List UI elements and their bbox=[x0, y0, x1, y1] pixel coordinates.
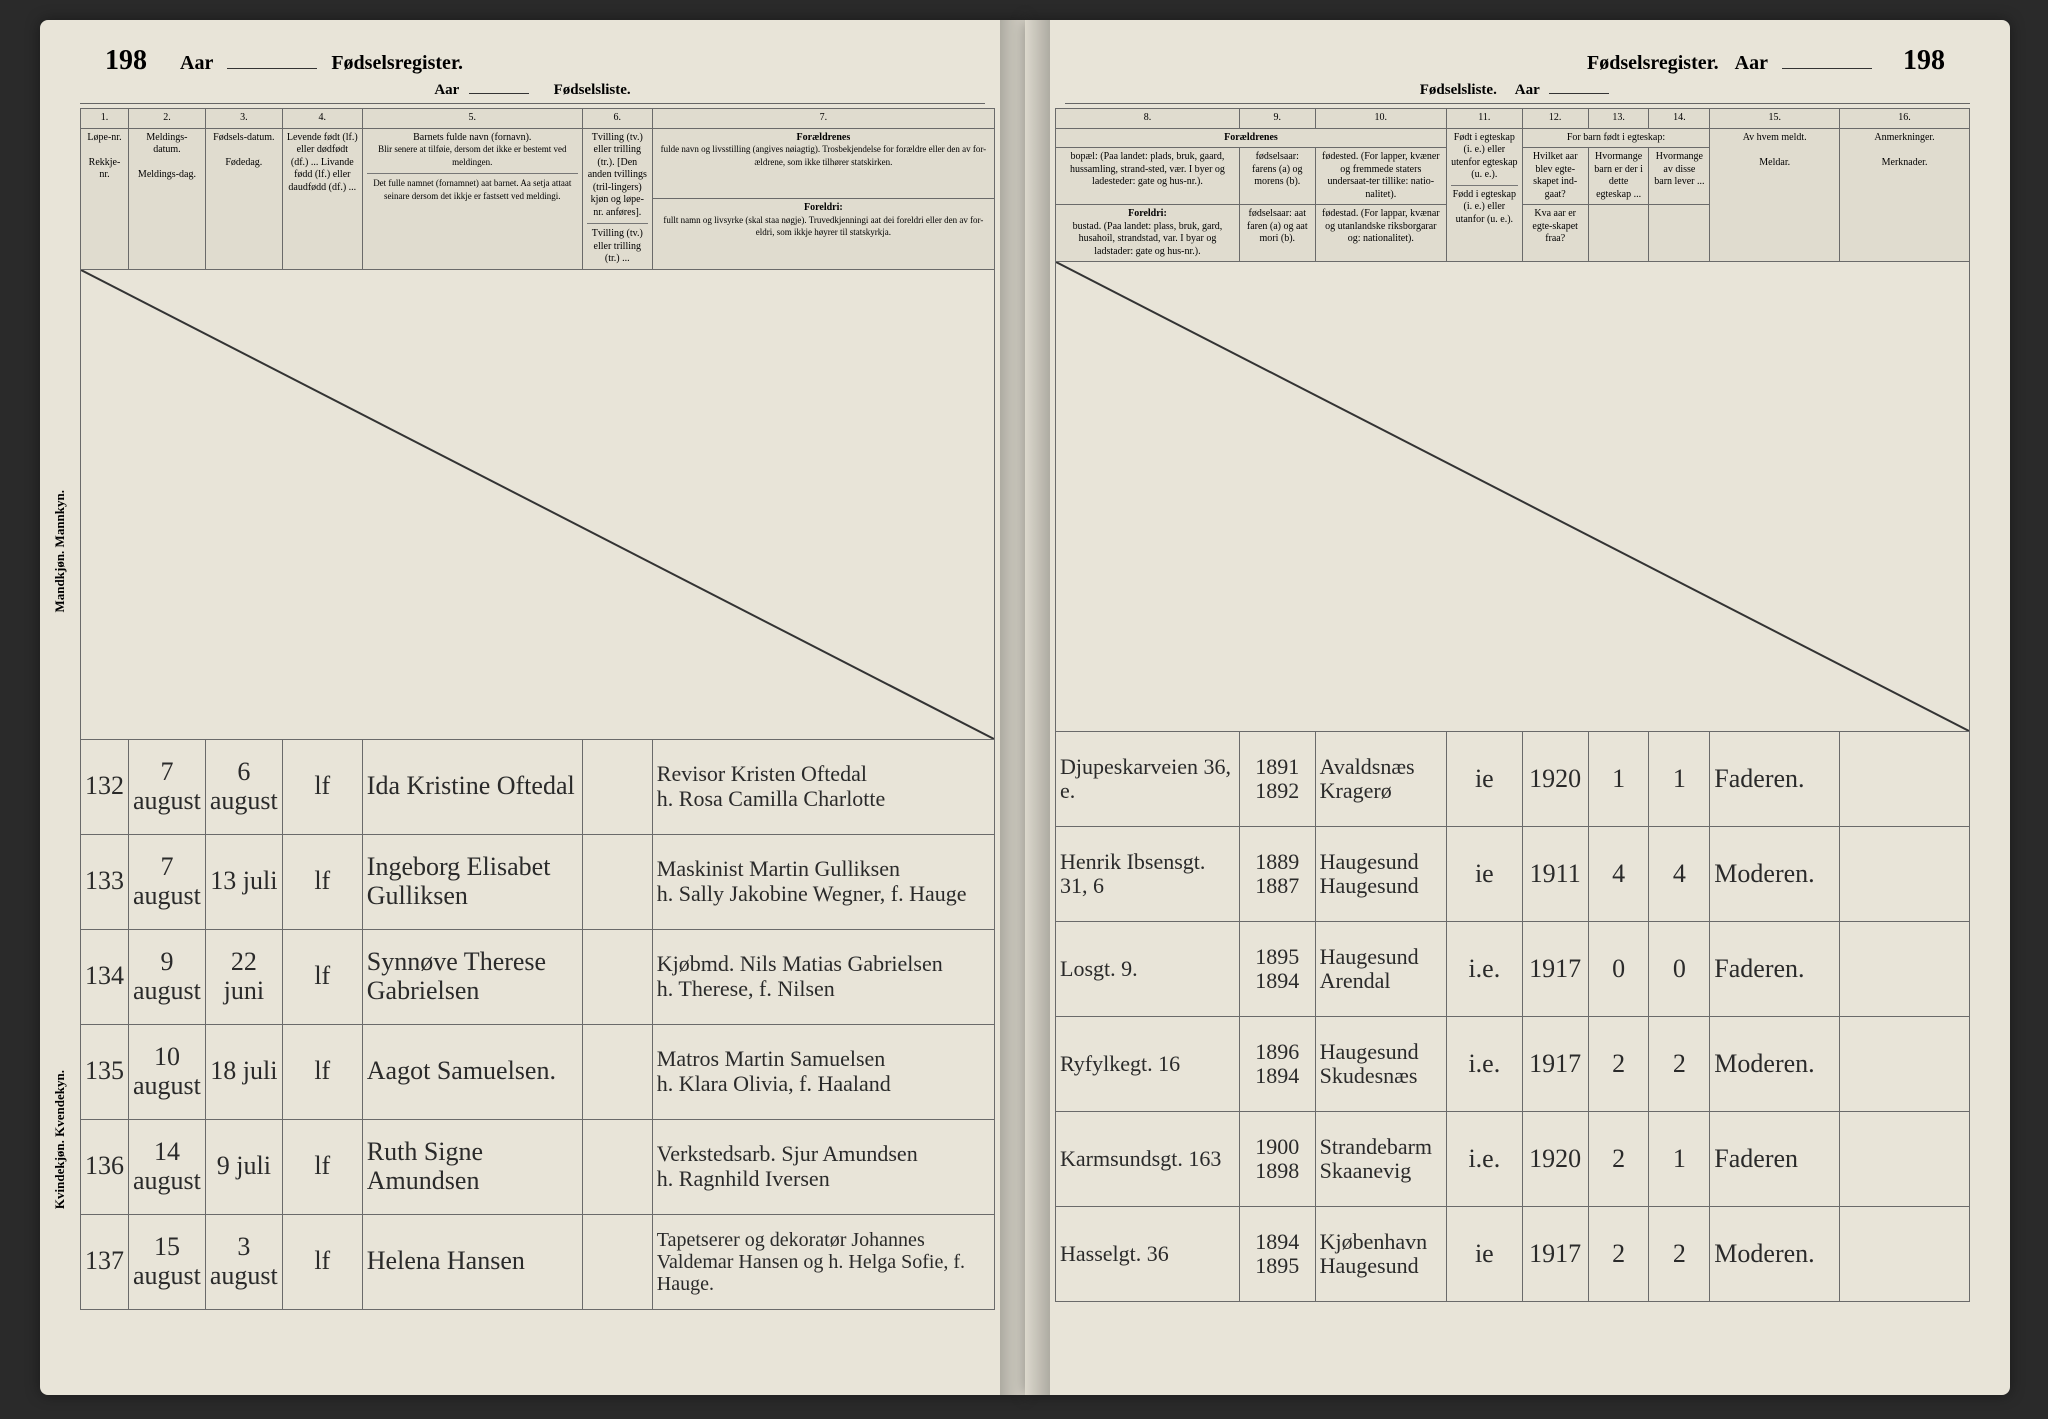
col-1: 1. bbox=[81, 109, 129, 129]
subtitle-text: Fødselsliste. bbox=[554, 82, 631, 98]
table-row: 136 14 august 9 juli lf Ruth Signe Amund… bbox=[81, 1119, 995, 1214]
table-row: 135 10 august 18 juli lf Aagot Samuelsen… bbox=[81, 1024, 995, 1119]
h-name: Barnets fulde navn (fornavn). Blir sener… bbox=[362, 128, 582, 269]
diagonal-empty-right bbox=[1056, 262, 1970, 732]
table-row: 133 7 august 13 juli lf Ingeborg Elisabe… bbox=[81, 834, 995, 929]
side-label-female: Kvindekjøn. Kvendekyn. bbox=[52, 1070, 68, 1209]
table-row: Djupeskarveien 36, e. 1891 1892 Avaldsnæ… bbox=[1056, 732, 1970, 827]
register-table-right: 8. 9. 10. 11. 12. 13. 14. 15. 16. Foræld… bbox=[1055, 108, 1970, 1302]
table-row: 134 9 august 22 juni lf Synnøve Therese … bbox=[81, 929, 995, 1024]
table-row: 132 7 august 6 august lf Ida Kristine Of… bbox=[81, 739, 995, 834]
h-tvilling: Tvilling (tv.) eller trilling (tr.). [De… bbox=[582, 128, 652, 269]
title-left: Fødselsregister. bbox=[331, 52, 463, 75]
diagonal-empty-left bbox=[81, 269, 995, 739]
h-sted: fødested. (For lapper, kvæner og fremmed… bbox=[1315, 148, 1446, 205]
h-egt: Hvilket aar blev egte-skapet ind-gaat? bbox=[1522, 148, 1588, 205]
cell-parents: Revisor Kristen Oftedal h. Rosa Camilla … bbox=[652, 739, 994, 834]
page-header-right: Fødselsregister. Aar 198 bbox=[1025, 20, 2010, 82]
register-table-left: 1. 2. 3. 4. 5. 6. 7. Løpe-nr. Rekkje-nr.… bbox=[80, 108, 995, 1310]
table-row: Hasselgt. 36 1894 1895 Kjøbenhavn Hauges… bbox=[1056, 1207, 1970, 1302]
cell-name: Ida Kristine Oftedal bbox=[362, 739, 582, 834]
sec-born: For barn født i egteskap: bbox=[1522, 128, 1710, 148]
h-b2: Hvormange av disse barn lever ... bbox=[1649, 148, 1710, 205]
h-lf: Levende født (lf.) eller dødfødt (df.) .… bbox=[282, 128, 362, 269]
col-3: 3. bbox=[205, 109, 282, 129]
left-page: Mandkjøn. Mannkyn. Kvindekjøn. Kvendekyn… bbox=[40, 20, 1025, 1395]
col-6: 6. bbox=[582, 109, 652, 129]
h-fodsel: Fødsels-datum. Fødedag. bbox=[205, 128, 282, 269]
cell-tv bbox=[582, 739, 652, 834]
aar-blank bbox=[227, 68, 317, 69]
right-page: Fødselsregister. Aar 198 Fødselsliste. A… bbox=[1025, 20, 2010, 1395]
h-parents-title2: Foreldri: fullt namn og livsyrke (skal s… bbox=[652, 199, 994, 270]
cell-lf: lf bbox=[282, 739, 362, 834]
sec-parents: Forældrenes bbox=[1056, 128, 1447, 148]
col-7: 7. bbox=[652, 109, 994, 129]
subtitle-left: Aar Fødselsliste. bbox=[80, 82, 985, 104]
col-5: 5. bbox=[362, 109, 582, 129]
h-b1: Hvormange barn er der i dette egteskap .… bbox=[1588, 148, 1649, 205]
h-melding: Meldings-datum. Meldings-dag. bbox=[129, 128, 206, 269]
cell-fod: 6 august bbox=[205, 739, 282, 834]
h-parents-title: Forældrenes fulde navn og livsstilling (… bbox=[652, 128, 994, 199]
page-number-right: 198 bbox=[1903, 45, 1945, 77]
aar-label: Aar bbox=[180, 52, 213, 75]
spine-shadow-right bbox=[1025, 20, 1050, 1395]
page-number-left: 198 bbox=[105, 45, 147, 77]
cell-nr: 132 bbox=[81, 739, 129, 834]
table-row: Karmsundsgt. 163 1900 1898 Strandebarm S… bbox=[1056, 1112, 1970, 1207]
col-2: 2. bbox=[129, 109, 206, 129]
h-bopael: bopæl: (Paa landet: plads, bruk, gaard, … bbox=[1056, 148, 1240, 205]
h-anm: Anmerkninger. Merknader. bbox=[1840, 128, 1970, 262]
aar-label-2: Aar bbox=[434, 82, 459, 98]
title-right: Fødselsregister. bbox=[1587, 52, 1719, 75]
cell-meld: 7 august bbox=[129, 739, 206, 834]
subtitle-right: Fødselsliste. Aar bbox=[1065, 82, 1970, 104]
book-spread: Mandkjøn. Mannkyn. Kvindekjøn. Kvendekyn… bbox=[0, 0, 2048, 1419]
page-header-left: 198 Aar Fødselsregister. bbox=[40, 20, 1025, 82]
table-row: Henrik Ibsensgt. 31, 6 1889 1887 Haugesu… bbox=[1056, 827, 1970, 922]
h-ie: Født i egteskap (i. e.) eller utenfor eg… bbox=[1446, 128, 1522, 262]
table-row: Losgt. 9. 1895 1894 Haugesund Arendal i.… bbox=[1056, 922, 1970, 1017]
table-row: Ryfylkegt. 16 1896 1894 Haugesund Skudes… bbox=[1056, 1017, 1970, 1112]
table-row: 137 15 august 3 august lf Helena Hansen … bbox=[81, 1214, 995, 1309]
spine-shadow bbox=[1000, 20, 1025, 1395]
side-label-male: Mandkjøn. Mannkyn. bbox=[52, 490, 68, 612]
h-loepenr: Løpe-nr. Rekkje-nr. bbox=[81, 128, 129, 269]
col-4: 4. bbox=[282, 109, 362, 129]
h-bopael-b: Foreldri: bustad. (Paa landet: plass, br… bbox=[1056, 205, 1240, 262]
aar-label-r: Aar bbox=[1735, 52, 1768, 75]
h-aar: fødselsaar: farens (a) og morens (b). bbox=[1239, 148, 1315, 205]
h-meldt: Av hvem meldt. Meldar. bbox=[1710, 128, 1840, 262]
